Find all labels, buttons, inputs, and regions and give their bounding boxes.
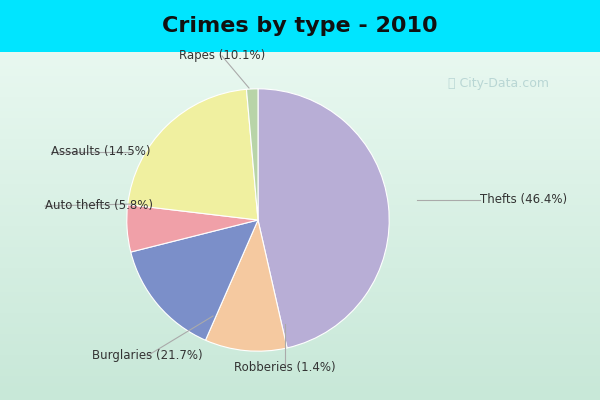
Text: Robberies (1.4%): Robberies (1.4%): [234, 362, 336, 374]
Text: Assaults (14.5%): Assaults (14.5%): [51, 146, 151, 158]
Text: Crimes by type - 2010: Crimes by type - 2010: [162, 16, 438, 36]
Wedge shape: [247, 89, 258, 220]
Text: Thefts (46.4%): Thefts (46.4%): [480, 194, 567, 206]
Wedge shape: [131, 220, 258, 340]
Wedge shape: [128, 89, 258, 220]
Wedge shape: [205, 220, 287, 351]
Text: ⓘ City-Data.com: ⓘ City-Data.com: [448, 78, 548, 90]
Text: Auto thefts (5.8%): Auto thefts (5.8%): [45, 200, 153, 212]
Text: Burglaries (21.7%): Burglaries (21.7%): [92, 350, 202, 362]
Text: Rapes (10.1%): Rapes (10.1%): [179, 50, 265, 62]
Wedge shape: [127, 204, 258, 252]
Wedge shape: [258, 89, 389, 348]
